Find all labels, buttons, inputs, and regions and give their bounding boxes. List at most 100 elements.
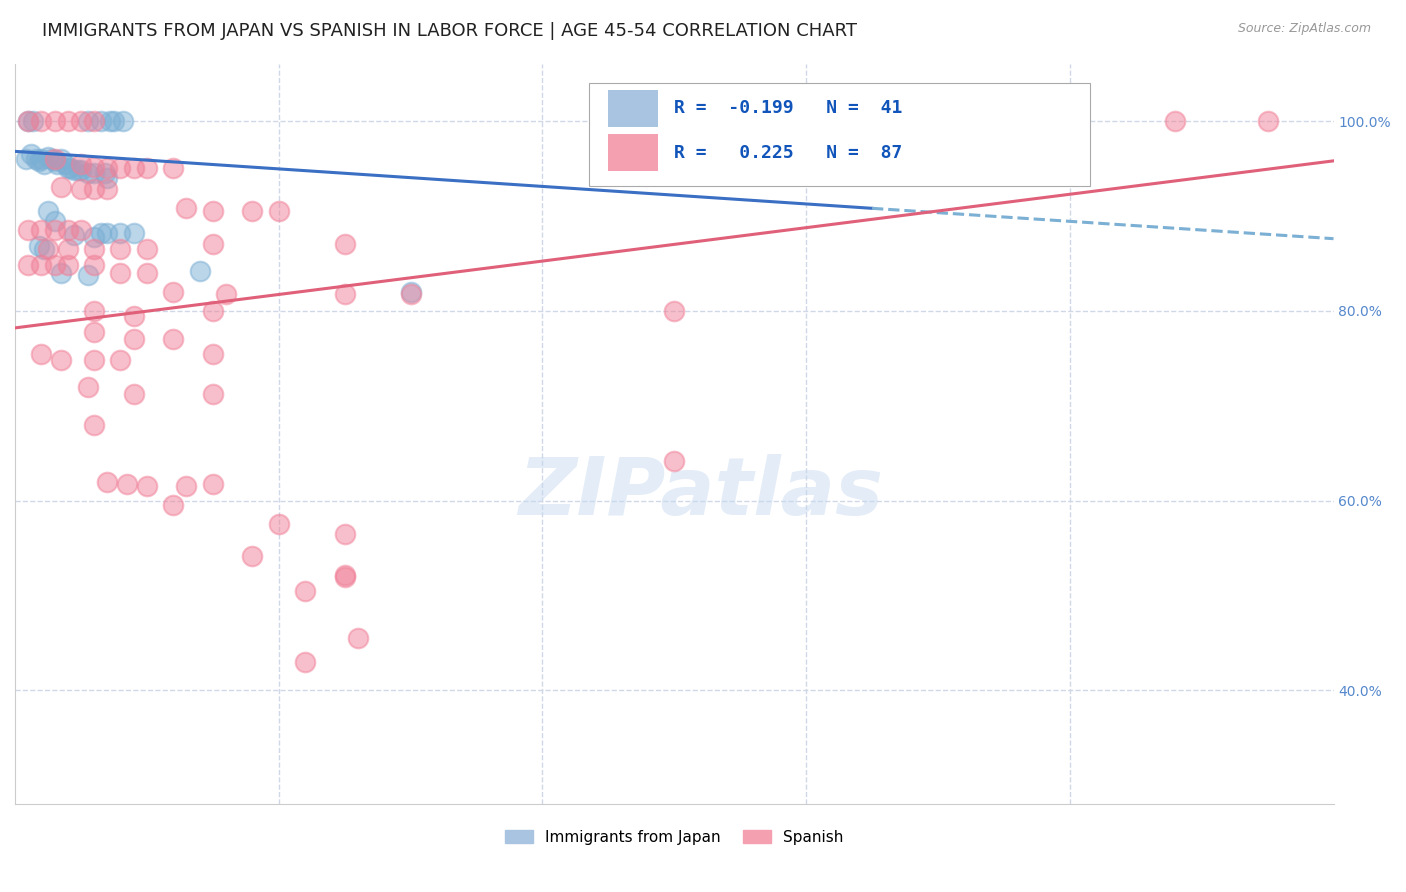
Point [44, 213, 66, 227]
Point [122, 226, 145, 240]
Point [83, 160, 105, 174]
Point [115, 476, 138, 491]
Point [83, 258, 105, 272]
Point [70, 114, 93, 128]
Point [96, 475, 118, 489]
Point [90, 114, 112, 128]
Point [96, 226, 118, 240]
Point [63, 227, 86, 242]
Point [135, 242, 157, 256]
Point [83, 353, 105, 368]
Point [399, 285, 422, 299]
Point [664, 303, 686, 318]
Point [20, 147, 42, 161]
Point [176, 479, 198, 493]
Point [122, 161, 145, 176]
Point [17, 223, 39, 237]
Point [333, 569, 356, 583]
Point [30, 223, 52, 237]
Point [122, 332, 145, 346]
Point [14, 152, 37, 166]
Point [83, 182, 105, 196]
Point [41, 152, 63, 166]
Text: R =   0.225   N =  87: R = 0.225 N = 87 [675, 144, 903, 161]
Point [333, 567, 356, 582]
Point [162, 499, 184, 513]
Point [30, 152, 52, 166]
Point [294, 583, 316, 598]
Point [96, 170, 118, 185]
Point [201, 303, 224, 318]
Point [135, 479, 157, 493]
Point [215, 286, 238, 301]
Point [110, 266, 132, 280]
Point [28, 153, 51, 168]
Point [56, 114, 79, 128]
Point [28, 239, 51, 253]
Point [37, 150, 59, 164]
Point [90, 226, 112, 240]
FancyBboxPatch shape [589, 83, 1090, 186]
Point [333, 237, 356, 252]
Point [346, 632, 368, 646]
Point [93, 166, 115, 180]
Point [56, 161, 79, 176]
Point [1164, 114, 1187, 128]
Bar [609, 90, 658, 127]
Point [294, 655, 316, 669]
Point [49, 266, 72, 280]
Point [110, 226, 132, 240]
Point [70, 163, 93, 178]
Point [44, 152, 66, 166]
Point [53, 157, 76, 171]
Point [70, 223, 93, 237]
Point [399, 286, 422, 301]
Point [110, 242, 132, 256]
Point [122, 309, 145, 323]
Point [56, 223, 79, 237]
Point [76, 114, 98, 128]
Point [59, 161, 82, 176]
Point [201, 237, 224, 252]
Point [162, 332, 184, 346]
Point [162, 285, 184, 299]
Point [162, 161, 184, 176]
Point [22, 114, 45, 128]
Point [201, 204, 224, 219]
Point [333, 286, 356, 301]
Point [201, 387, 224, 401]
Point [17, 258, 39, 272]
Point [83, 114, 105, 128]
Point [240, 549, 263, 563]
Point [76, 380, 98, 394]
Point [201, 346, 224, 360]
Point [927, 114, 949, 128]
Point [98, 114, 121, 128]
Point [56, 242, 79, 256]
Point [49, 353, 72, 368]
Point [17, 114, 39, 128]
Bar [609, 135, 658, 171]
Point [1257, 114, 1279, 128]
Point [30, 114, 52, 128]
Point [135, 161, 157, 176]
Point [32, 242, 55, 256]
Point [176, 202, 198, 216]
Point [49, 180, 72, 194]
Point [46, 157, 69, 171]
Point [112, 114, 135, 128]
Point [96, 161, 118, 176]
Point [17, 114, 39, 128]
Point [76, 166, 98, 180]
Point [110, 353, 132, 368]
Point [83, 303, 105, 318]
Point [37, 242, 59, 256]
Point [32, 157, 55, 171]
Text: IMMIGRANTS FROM JAPAN VS SPANISH IN LABOR FORCE | AGE 45-54 CORRELATION CHART: IMMIGRANTS FROM JAPAN VS SPANISH IN LABO… [42, 22, 858, 40]
Text: R =  -0.199   N =  41: R = -0.199 N = 41 [675, 100, 903, 118]
Point [30, 258, 52, 272]
Text: Source: ZipAtlas.com: Source: ZipAtlas.com [1237, 22, 1371, 36]
Point [103, 114, 125, 128]
Point [44, 153, 66, 168]
Point [56, 258, 79, 272]
